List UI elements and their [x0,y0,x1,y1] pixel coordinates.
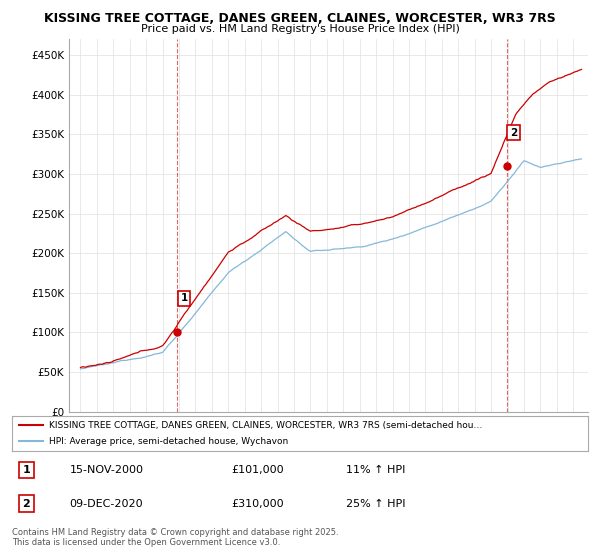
Text: 2: 2 [510,128,517,138]
Text: 1: 1 [23,465,30,475]
Text: 25% ↑ HPI: 25% ↑ HPI [346,499,406,509]
Text: KISSING TREE COTTAGE, DANES GREEN, CLAINES, WORCESTER, WR3 7RS (semi-detached ho: KISSING TREE COTTAGE, DANES GREEN, CLAIN… [49,421,483,430]
Text: HPI: Average price, semi-detached house, Wychavon: HPI: Average price, semi-detached house,… [49,437,289,446]
Text: 2: 2 [23,499,30,509]
Text: KISSING TREE COTTAGE, DANES GREEN, CLAINES, WORCESTER, WR3 7RS: KISSING TREE COTTAGE, DANES GREEN, CLAIN… [44,12,556,25]
Text: Price paid vs. HM Land Registry's House Price Index (HPI): Price paid vs. HM Land Registry's House … [140,24,460,34]
Text: 11% ↑ HPI: 11% ↑ HPI [346,465,406,475]
Text: £101,000: £101,000 [231,465,284,475]
Text: 15-NOV-2000: 15-NOV-2000 [70,465,143,475]
Text: £310,000: £310,000 [231,499,284,509]
Text: Contains HM Land Registry data © Crown copyright and database right 2025.
This d: Contains HM Land Registry data © Crown c… [12,528,338,547]
Text: 1: 1 [181,293,188,304]
Text: 09-DEC-2020: 09-DEC-2020 [70,499,143,509]
